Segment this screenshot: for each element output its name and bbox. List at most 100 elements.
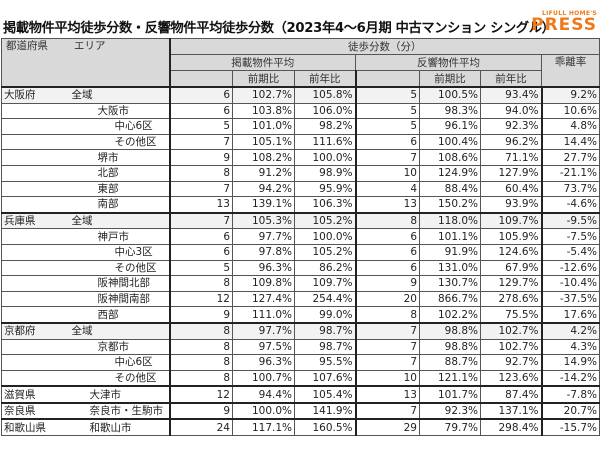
table-row: 兵庫県 全域 7 105.3% 105.2% 8 118.0% 109.7% -9.5% bbox=[1, 211, 600, 230]
cell-gap-rate: 17.6% bbox=[540, 306, 600, 324]
cell-listed-qoq: 102.7% bbox=[232, 85, 295, 104]
cell-listed-minutes: 7 bbox=[168, 211, 233, 230]
cell-gap-rate: -37.5% bbox=[540, 290, 600, 308]
cell-gap-rate: -9.5% bbox=[540, 211, 600, 230]
cell-area: その他区 bbox=[63, 133, 171, 151]
cell-listed-qoq: 105.1% bbox=[232, 133, 295, 151]
table-row: その他区 7 105.1% 111.6% 6 100.4% 96.2% 14.4% bbox=[1, 133, 600, 151]
cell-response-minutes: 5 bbox=[354, 85, 420, 104]
cell-listed-minutes: 8 bbox=[168, 321, 233, 340]
cell-prefecture bbox=[1, 259, 64, 277]
cell-response-qoq: 91.9% bbox=[419, 243, 481, 261]
cell-listed-qoq: 97.5% bbox=[232, 338, 295, 356]
cell-response-minutes: 4 bbox=[354, 180, 420, 198]
cell-response-minutes: 6 bbox=[354, 259, 420, 277]
cell-listed-yoy: 109.7% bbox=[294, 275, 356, 292]
cell-listed-yoy: 254.4% bbox=[294, 290, 356, 308]
cell-prefecture bbox=[1, 275, 64, 292]
cell-area: 堺市 bbox=[63, 149, 171, 166]
cell-area: 大津市 bbox=[63, 385, 171, 404]
cell-listed-yoy: 160.5% bbox=[294, 418, 356, 437]
header-response-yoy: 前年比 bbox=[480, 70, 542, 88]
cell-area: 神戸市 bbox=[63, 228, 171, 245]
cell-response-minutes: 6 bbox=[354, 243, 420, 261]
cell-prefecture bbox=[1, 243, 64, 261]
cell-listed-minutes: 8 bbox=[168, 164, 233, 182]
table-row: 滋賀県 大津市 12 94.4% 105.4% 13 101.7% 87.4% -7.8% bbox=[1, 385, 600, 404]
cell-area: 京都市 bbox=[63, 338, 171, 356]
cell-response-yoy: 75.5% bbox=[480, 306, 542, 324]
cell-listed-yoy: 100.0% bbox=[294, 149, 356, 166]
header-response-qoq: 前期比 bbox=[419, 70, 481, 88]
cell-prefecture bbox=[1, 180, 64, 198]
cell-response-qoq: 130.7% bbox=[419, 275, 481, 292]
cell-response-yoy: 96.2% bbox=[480, 133, 542, 151]
cell-gap-rate: -5.4% bbox=[540, 243, 600, 261]
cell-listed-minutes: 8 bbox=[168, 354, 233, 371]
cell-listed-minutes: 24 bbox=[168, 418, 233, 437]
cell-response-minutes: 8 bbox=[354, 306, 420, 324]
cell-listed-qoq: 97.7% bbox=[232, 228, 295, 245]
cell-listed-yoy: 106.3% bbox=[294, 196, 356, 214]
cell-listed-yoy: 107.6% bbox=[294, 369, 356, 387]
cell-response-yoy: 124.6% bbox=[480, 243, 542, 261]
cell-prefecture bbox=[1, 118, 64, 135]
cell-gap-rate: 73.7% bbox=[540, 180, 600, 198]
cell-listed-yoy: 98.9% bbox=[294, 164, 356, 182]
cell-listed-minutes: 12 bbox=[168, 290, 233, 308]
cell-response-qoq: 88.4% bbox=[419, 180, 481, 198]
table-row: 北部 8 91.2% 98.9% 10 124.9% 127.9% -21.1% bbox=[1, 164, 600, 182]
cell-response-minutes: 13 bbox=[354, 196, 420, 214]
header-gap-rate: 乖離率 bbox=[540, 54, 600, 88]
cell-response-yoy: 109.7% bbox=[480, 211, 542, 230]
cell-gap-rate: -14.2% bbox=[540, 369, 600, 387]
cell-listed-yoy: 99.0% bbox=[294, 306, 356, 324]
cell-response-yoy: 93.9% bbox=[480, 196, 542, 214]
page-title: 掲載物件平均徒歩分数・反響物件平均徒歩分数（2023年4～6月期 中古マンション… bbox=[3, 21, 555, 36]
cell-area: 和歌山市 bbox=[63, 418, 171, 437]
cell-listed-qoq: 100.0% bbox=[232, 401, 295, 420]
cell-area: 大阪市 bbox=[63, 102, 171, 120]
cell-area: 西部 bbox=[63, 306, 171, 324]
cell-gap-rate: -4.6% bbox=[540, 196, 600, 214]
header-listed-yoy: 前年比 bbox=[294, 70, 356, 88]
cell-prefecture: 京都府 bbox=[1, 321, 64, 340]
cell-prefecture bbox=[1, 133, 64, 151]
cell-response-yoy: 60.4% bbox=[480, 180, 542, 198]
cell-area: 東部 bbox=[63, 180, 171, 198]
cell-response-minutes: 8 bbox=[354, 211, 420, 230]
table-row: 西部 9 111.0% 99.0% 8 102.2% 75.5% 17.6% bbox=[1, 306, 600, 324]
cell-listed-yoy: 86.2% bbox=[294, 259, 356, 277]
walk-time-table: 都道府県 エリア 徒歩分数（分） 掲載物件平均 反響物件平均 乖離率 前期比 前年… bbox=[1, 38, 600, 437]
table-row: 大阪市 6 103.8% 106.0% 5 98.3% 94.0% 10.6% bbox=[1, 102, 600, 120]
cell-response-qoq: 124.9% bbox=[419, 164, 481, 182]
cell-area: 北部 bbox=[63, 164, 171, 182]
cell-gap-rate: -12.6% bbox=[540, 259, 600, 277]
logo-big-text: PRESS bbox=[531, 15, 597, 35]
cell-listed-qoq: 97.7% bbox=[232, 321, 295, 340]
cell-listed-minutes: 9 bbox=[168, 306, 233, 324]
table-row: 東部 7 94.2% 95.9% 4 88.4% 60.4% 73.7% bbox=[1, 180, 600, 198]
cell-response-qoq: 101.1% bbox=[419, 228, 481, 245]
cell-gap-rate: -10.4% bbox=[540, 275, 600, 292]
cell-listed-qoq: 103.8% bbox=[232, 102, 295, 120]
cell-listed-qoq: 100.7% bbox=[232, 369, 295, 387]
header-walk-minutes: 徒歩分数（分） bbox=[168, 38, 600, 55]
cell-prefecture bbox=[1, 196, 64, 214]
cell-prefecture: 滋賀県 bbox=[1, 385, 64, 404]
table-row: 中心3区 6 97.8% 105.2% 6 91.9% 124.6% -5.4% bbox=[1, 243, 600, 261]
header-pref-area: 都道府県 エリア bbox=[1, 38, 171, 88]
cell-gap-rate: 14.4% bbox=[540, 133, 600, 151]
cell-response-minutes: 5 bbox=[354, 118, 420, 135]
cell-listed-yoy: 100.0% bbox=[294, 228, 356, 245]
cell-listed-yoy: 141.9% bbox=[294, 401, 356, 420]
cell-gap-rate: -15.7% bbox=[540, 418, 600, 437]
cell-listed-minutes: 13 bbox=[168, 196, 233, 214]
cell-response-qoq: 98.3% bbox=[419, 102, 481, 120]
cell-prefecture: 和歌山県 bbox=[1, 418, 64, 437]
cell-response-minutes: 7 bbox=[354, 321, 420, 340]
cell-listed-qoq: 108.2% bbox=[232, 149, 295, 166]
cell-listed-qoq: 117.1% bbox=[232, 418, 295, 437]
cell-prefecture bbox=[1, 149, 64, 166]
cell-area: その他区 bbox=[63, 259, 171, 277]
